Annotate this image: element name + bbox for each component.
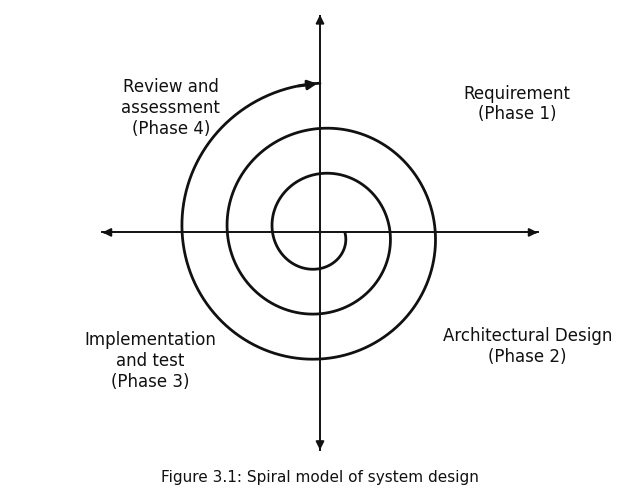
- Text: Architectural Design
(Phase 2): Architectural Design (Phase 2): [442, 327, 612, 366]
- Text: Implementation
and test
(Phase 3): Implementation and test (Phase 3): [84, 331, 216, 391]
- Text: Review and
assessment
(Phase 4): Review and assessment (Phase 4): [122, 78, 220, 138]
- Text: Figure 3.1: Spiral model of system design: Figure 3.1: Spiral model of system desig…: [161, 470, 479, 485]
- Text: Requirement
(Phase 1): Requirement (Phase 1): [463, 85, 570, 123]
